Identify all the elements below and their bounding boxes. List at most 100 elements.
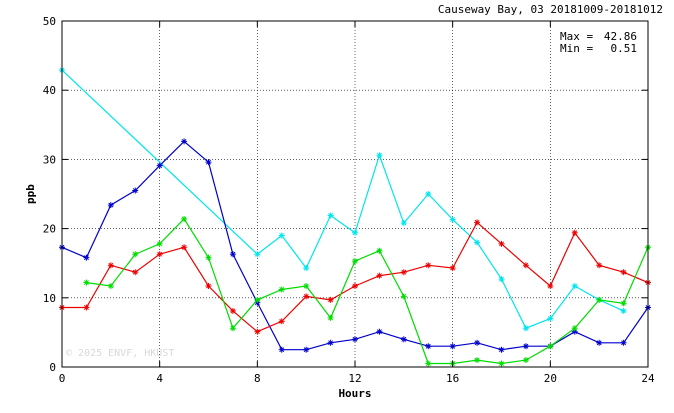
data-point-marker (107, 283, 114, 290)
x-tick-label: 8 (254, 372, 261, 385)
data-point-marker (303, 265, 310, 272)
data-point-marker (205, 159, 212, 166)
y-tick-label: 50 (43, 15, 56, 28)
y-tick-label: 10 (43, 292, 56, 305)
data-point-marker (181, 215, 188, 222)
y-tick-label: 20 (43, 223, 56, 236)
data-point-marker (229, 251, 236, 258)
data-point-marker (83, 279, 90, 286)
data-point-marker (156, 162, 163, 169)
data-point-marker (522, 262, 529, 269)
x-tick-label: 12 (348, 372, 361, 385)
data-point-marker (425, 191, 432, 197)
data-point-marker (620, 300, 627, 307)
data-point-marker (303, 283, 310, 290)
data-point-marker (474, 239, 481, 246)
data-point-marker (522, 325, 529, 332)
data-point-marker (620, 339, 627, 346)
x-tick-label: 24 (641, 372, 655, 385)
stats-box: Max = 42.86 Min = 0.51 (560, 30, 637, 55)
stat-min-label: Min = (560, 42, 593, 55)
data-point-marker (498, 360, 505, 367)
data-point-marker (352, 229, 358, 236)
x-tick-label: 4 (156, 372, 163, 385)
data-point-marker (352, 336, 358, 343)
data-point-marker (474, 339, 481, 346)
data-point-marker (547, 343, 554, 350)
data-point-marker (278, 232, 285, 239)
data-point-marker (596, 262, 603, 269)
data-point-marker (425, 262, 432, 269)
data-point-marker (376, 152, 383, 159)
data-point-marker (547, 315, 554, 322)
data-point-marker (229, 325, 236, 332)
x-tick-label: 20 (544, 372, 557, 385)
data-point-marker (376, 328, 383, 335)
data-point-marker (474, 219, 481, 226)
data-point-marker (327, 314, 334, 321)
data-point-marker (400, 336, 407, 343)
data-point-marker (83, 254, 90, 261)
data-point-marker (278, 346, 285, 353)
data-point-marker (156, 240, 163, 247)
data-point-marker (474, 357, 481, 364)
x-tick-label: 0 (59, 372, 66, 385)
axis-ticks (61, 20, 649, 368)
y-tick-label: 40 (43, 84, 56, 97)
data-point-marker (181, 138, 188, 145)
data-point-marker (449, 343, 456, 350)
data-point-marker (132, 251, 139, 258)
data-point-marker (596, 296, 603, 303)
data-point-marker (571, 283, 578, 290)
data-point-marker (303, 293, 310, 300)
chart-header-title: Causeway Bay, 03 20181009-20181012 (438, 3, 663, 16)
data-point-marker (620, 307, 627, 314)
data-point-marker (547, 283, 554, 290)
data-point-marker (156, 251, 163, 258)
data-point-marker (400, 293, 407, 300)
stat-max-value: 42.86 (604, 30, 637, 43)
data-point-marker (181, 244, 188, 251)
y-axis-title: ppb (24, 184, 37, 204)
data-point-marker (132, 187, 139, 194)
tick-labels: 0 4 8 12 16 20 24 0 10 20 30 40 50 (43, 15, 655, 385)
data-point-marker (498, 346, 505, 353)
stat-min-value: 0.51 (611, 42, 638, 55)
data-point-marker (596, 339, 603, 346)
data-point-marker (400, 220, 407, 227)
x-axis-title: Hours (338, 387, 371, 400)
data-point-marker (327, 296, 334, 303)
data-point-marker (449, 216, 456, 223)
data-point-marker (522, 343, 529, 350)
data-point-marker (107, 262, 114, 269)
data-point-marker (571, 229, 578, 236)
data-point-marker (83, 304, 90, 311)
data-point-marker (278, 286, 285, 293)
data-point-marker (352, 283, 358, 290)
data-point-marker (303, 346, 310, 353)
data-point-marker (352, 258, 358, 265)
data-point-marker (571, 325, 578, 332)
data-point-marker (522, 357, 529, 364)
data-point-marker (205, 283, 212, 290)
data-point-marker (132, 269, 139, 276)
stat-max-label: Max = (560, 30, 593, 43)
grid-lines (62, 21, 648, 367)
data-point-marker (498, 276, 505, 283)
x-tick-label: 16 (446, 372, 459, 385)
data-point-marker (254, 251, 261, 258)
y-tick-label: 0 (49, 361, 56, 374)
data-point-marker (425, 343, 432, 350)
data-point-marker (107, 202, 114, 209)
watermark-text: © 2025 ENVF, HKUST (66, 348, 174, 359)
data-point-marker (229, 307, 236, 314)
y-tick-label: 30 (43, 153, 56, 166)
data-point-marker (327, 212, 334, 219)
data-point-marker (327, 339, 334, 346)
data-point-marker (254, 328, 261, 335)
series-line (86, 217, 649, 365)
data-point-marker (376, 247, 383, 254)
data-point-marker (205, 254, 212, 261)
data-point-marker (400, 269, 407, 276)
